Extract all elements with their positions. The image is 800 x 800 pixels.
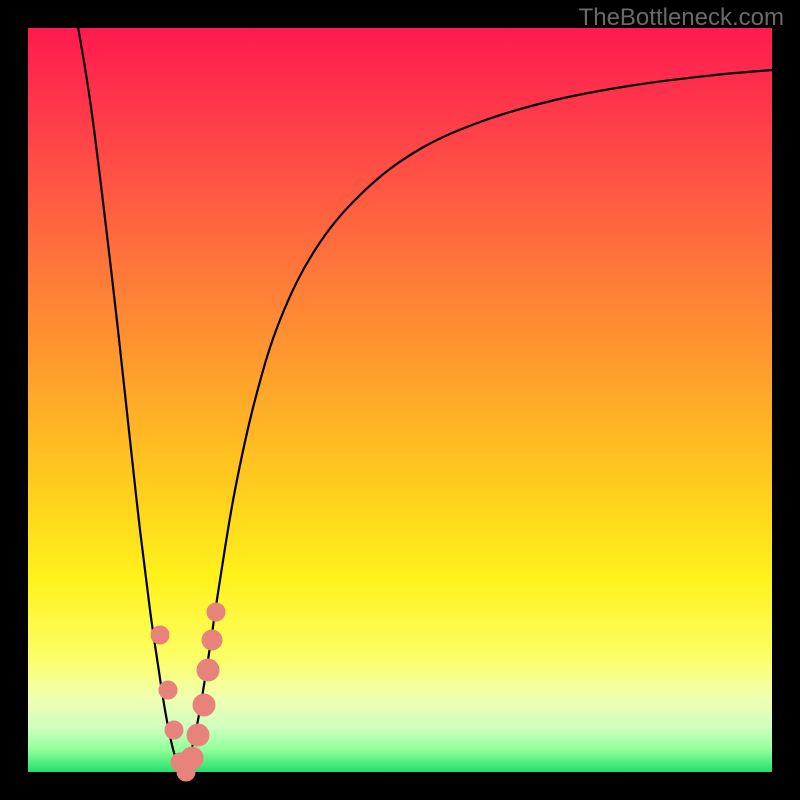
curve-marker: [187, 724, 209, 746]
curve-marker: [202, 630, 222, 650]
curve-marker: [159, 681, 177, 699]
chart-canvas: TheBottleneck.com: [0, 0, 800, 800]
curve-marker: [151, 626, 169, 644]
curve-marker: [197, 659, 219, 681]
curve-layer: [0, 0, 800, 800]
curve-markers: [151, 603, 225, 781]
curve-marker: [193, 694, 215, 716]
curve-marker: [207, 603, 225, 621]
curve-left-branch: [76, 15, 184, 772]
curve-marker: [181, 747, 203, 769]
watermark-text: TheBottleneck.com: [579, 4, 784, 32]
curve-marker: [165, 721, 183, 739]
curve-right-branch: [184, 70, 772, 772]
